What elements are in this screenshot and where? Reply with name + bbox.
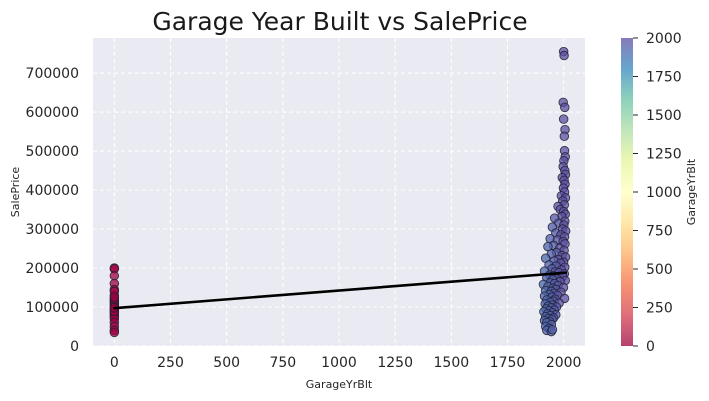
- colorbar-tick-label: 250: [646, 301, 673, 317]
- y-tick-label: 700000: [26, 66, 79, 82]
- y-tick-label: 600000: [26, 105, 79, 121]
- data-point: [558, 114, 569, 124]
- x-tick-label: 2000: [546, 355, 582, 371]
- colorbar-tick-label: 500: [646, 262, 673, 278]
- colorbar-ticks: 0 250 500 750 1000 1250 1500 1750 2000: [633, 31, 682, 355]
- data-point: [560, 102, 570, 113]
- colorbar-tick-label: 750: [646, 224, 673, 240]
- y-tick-label: 0: [70, 339, 79, 355]
- grid-lines: [93, 38, 585, 347]
- x-tick-label: 1500: [434, 355, 470, 371]
- colorbar-tick-label: 0: [646, 339, 655, 355]
- data-point: [109, 271, 120, 281]
- y-tick-label: 200000: [26, 261, 79, 277]
- colorbar-tick-label: 1500: [646, 108, 682, 124]
- y-tick-label: 100000: [26, 300, 79, 316]
- x-tick-label: 1000: [321, 355, 357, 371]
- x-tick-label: 0: [110, 355, 119, 371]
- data-point: [109, 327, 120, 338]
- x-tick-label: 250: [157, 355, 184, 371]
- data-points: [109, 46, 571, 338]
- x-tick-label: 1250: [377, 355, 413, 371]
- colorbar-tick-label: 2000: [646, 31, 682, 47]
- x-tick-label: 500: [213, 355, 240, 371]
- data-point: [109, 292, 120, 303]
- colorbar-tick-label: 1000: [646, 185, 682, 201]
- chart-title: Garage Year Built vs SalePrice: [152, 7, 527, 36]
- y-tick-label: 400000: [26, 183, 79, 199]
- regression-group: [113, 271, 568, 310]
- x-tick-label: 750: [269, 355, 296, 371]
- data-point: [547, 324, 558, 335]
- x-tick-label: 1750: [490, 355, 526, 371]
- y-tick-label: 300000: [26, 222, 79, 238]
- data-point: [559, 50, 569, 61]
- y-axis-ticks: 0 100000 200000 300000 400000 500000 600000 700…: [26, 66, 79, 355]
- x-axis-label: GarageYrBlt: [306, 378, 373, 391]
- data-point: [559, 131, 570, 141]
- colorbar-tick-label: 1250: [646, 147, 682, 163]
- y-tick-label: 500000: [26, 144, 79, 160]
- regression-line: [113, 271, 568, 310]
- colorbar-tick-label: 1750: [646, 70, 682, 86]
- colorbar-label: GarageYrBlt: [685, 158, 698, 225]
- colorbar: [621, 38, 633, 346]
- y-axis-label: SalePrice: [9, 167, 22, 218]
- x-axis-ticks: 0 250 500 750 1000 1250 1500 1750 2000: [110, 355, 582, 371]
